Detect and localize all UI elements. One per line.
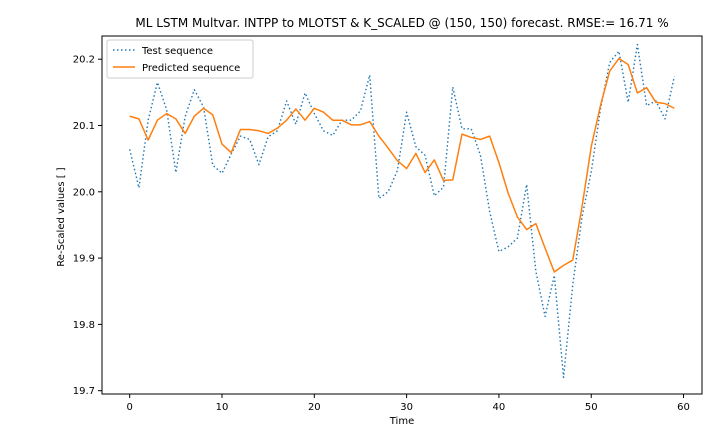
- series-line-test-sequence: [129, 43, 675, 379]
- y-tick-label: 20.2: [73, 55, 95, 66]
- x-tick-label: 30: [400, 402, 413, 413]
- x-tick-label: 10: [216, 402, 229, 413]
- y-tick-label: 19.8: [73, 320, 95, 331]
- axes: 0 10 20 30 40 50 60 19.7 19.8 19.9 20.0 20.1 20.2: [73, 35, 703, 413]
- legend-label-predicted-sequence: Predicted sequence: [142, 63, 240, 74]
- series-line-predicted-sequence: [129, 57, 675, 273]
- y-tick-label: 20.1: [73, 121, 95, 132]
- y-tick-label: 20.0: [73, 187, 95, 198]
- y-axis-label: Re-Scaled values [ ]: [56, 167, 67, 266]
- plot-area: [129, 43, 675, 379]
- y-tick-label: 19.9: [73, 254, 95, 265]
- x-tick-label: 40: [493, 402, 506, 413]
- legend-label-test-sequence: Test sequence: [141, 46, 213, 57]
- legend: Test sequence Predicted sequence: [106, 39, 254, 79]
- plot-frame: [101, 35, 703, 395]
- x-tick-label: 50: [585, 402, 598, 413]
- x-tick-label: 0: [127, 402, 133, 413]
- chart-title: ML LSTM Multvar. INTPP to MLOTST & K_SCA…: [135, 16, 668, 30]
- x-tick-label: 20: [308, 402, 321, 413]
- legend-box: [106, 39, 254, 79]
- x-axis-label: Time: [389, 416, 414, 427]
- x-tick-label: 60: [677, 402, 690, 413]
- y-tick-label: 19.7: [73, 386, 95, 397]
